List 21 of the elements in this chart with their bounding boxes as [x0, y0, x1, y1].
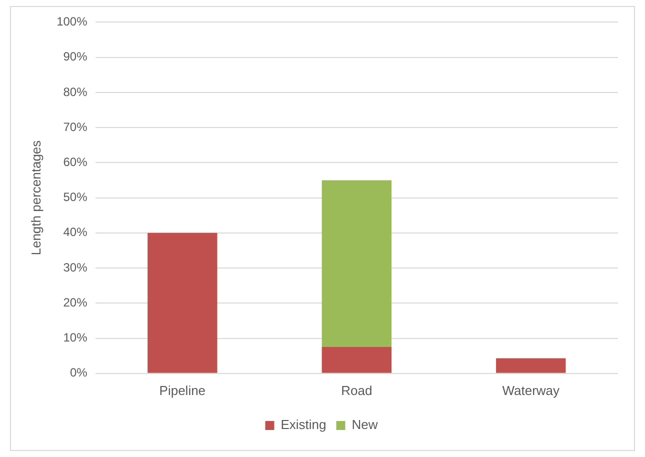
y-tick-label: 10%	[63, 330, 88, 345]
y-tick-label: 70%	[63, 120, 88, 134]
y-axis-title: Length percentages	[28, 140, 44, 256]
y-tick-label: 0%	[70, 366, 88, 380]
y-tick-label: 100%	[56, 14, 88, 29]
x-tick-label: Road	[341, 382, 372, 398]
bar	[496, 358, 566, 373]
y-tick-label: 90%	[63, 50, 88, 64]
bar	[322, 346, 392, 373]
x-tick-label: Waterway	[502, 382, 560, 398]
y-tick-label: 60%	[63, 154, 88, 169]
x-tick-label: Pipeline	[159, 382, 206, 398]
y-tick-label: 20%	[63, 295, 88, 310]
y-tick-label: 30%	[63, 260, 88, 274]
legend-label: New	[352, 417, 378, 432]
legend-label: Existing	[280, 417, 326, 432]
y-tick-label: 50%	[63, 190, 88, 204]
y-tick-label: 40%	[63, 225, 88, 240]
y-tick-label: 80%	[63, 84, 88, 99]
bar	[322, 180, 392, 347]
bar	[148, 232, 218, 373]
